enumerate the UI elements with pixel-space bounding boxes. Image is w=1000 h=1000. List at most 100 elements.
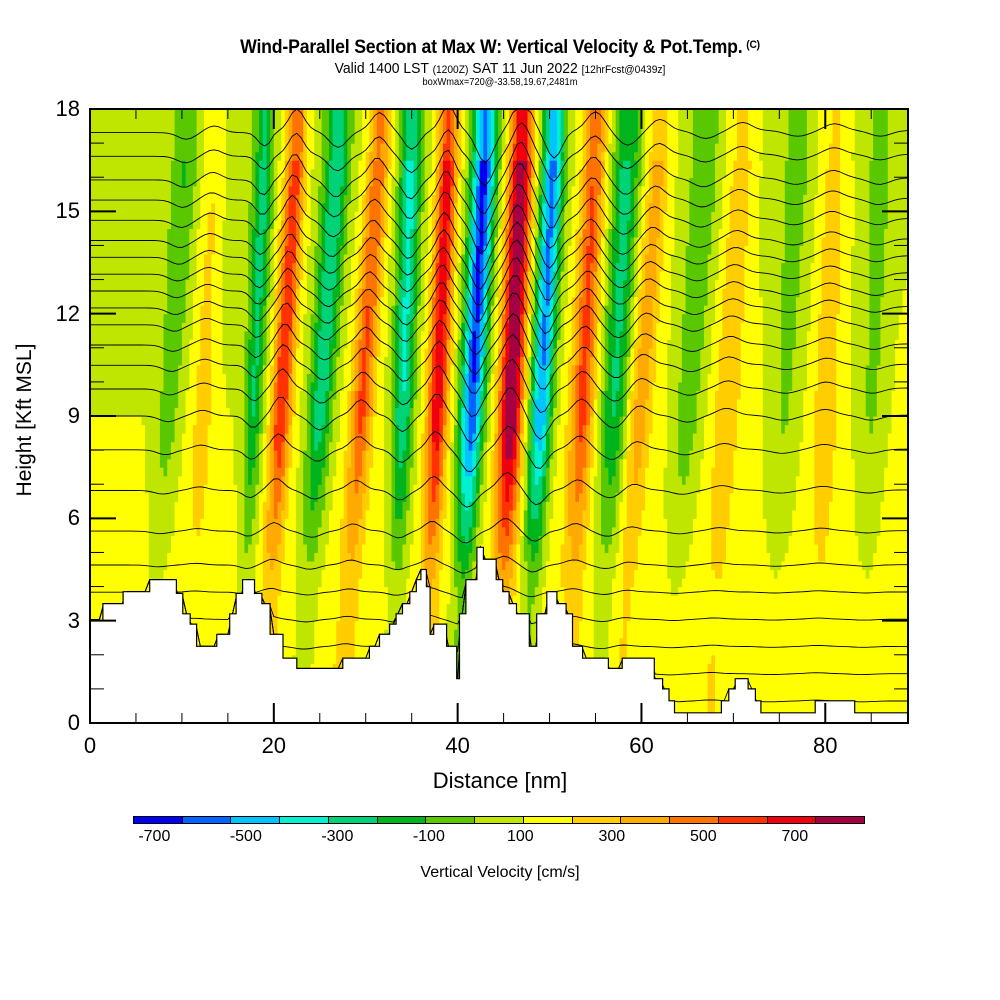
w-cell — [494, 211, 499, 221]
w-cell — [553, 322, 558, 332]
w-cell — [391, 228, 396, 238]
w-cell — [461, 313, 466, 323]
w-cell — [579, 202, 584, 212]
w-cell — [248, 458, 257, 468]
w-cell — [292, 654, 315, 664]
w-cell — [762, 450, 801, 460]
w-cell — [299, 330, 304, 340]
chart-title-text: Wind-Parallel Section at Max W: Vertical… — [240, 37, 743, 58]
w-cell — [509, 330, 521, 340]
w-cell — [295, 595, 319, 605]
w-cell — [479, 236, 484, 246]
w-cell — [306, 262, 315, 272]
w-cell — [520, 390, 525, 400]
w-cell — [593, 450, 598, 460]
w-cell — [189, 356, 201, 366]
w-cell — [329, 194, 341, 204]
w-cell — [593, 603, 613, 613]
w-cell — [612, 407, 617, 417]
w-cell — [604, 381, 609, 391]
w-cell — [865, 407, 878, 417]
w-cell — [340, 262, 345, 272]
w-cell — [468, 416, 477, 426]
w-cell — [185, 424, 194, 434]
w-cell — [90, 458, 146, 468]
w-cell — [450, 202, 455, 212]
w-cell — [887, 441, 909, 451]
w-cell — [420, 219, 429, 229]
w-cell — [564, 262, 569, 272]
w-cell — [542, 450, 547, 460]
w-cell — [560, 561, 587, 571]
w-cell — [564, 330, 573, 340]
w-cell — [446, 484, 451, 494]
w-cell — [248, 245, 253, 255]
w-cell — [255, 578, 264, 588]
w-cell — [479, 381, 484, 391]
w-cell — [696, 398, 709, 408]
w-cell — [402, 262, 407, 272]
w-cell — [542, 219, 547, 229]
w-cell — [648, 228, 661, 238]
w-cell — [604, 211, 609, 221]
w-cell — [192, 330, 201, 340]
w-cell — [545, 441, 551, 451]
w-cell — [575, 458, 587, 468]
w-cell — [534, 381, 540, 391]
w-cell — [369, 202, 381, 212]
w-cell — [435, 364, 444, 374]
w-cell — [251, 364, 257, 374]
w-cell — [601, 219, 606, 229]
w-cell — [597, 441, 602, 451]
w-cell — [531, 271, 536, 281]
w-cell — [715, 398, 738, 408]
w-cell — [575, 390, 580, 400]
w-cell — [579, 398, 587, 408]
w-cell — [590, 262, 598, 272]
w-cell — [696, 424, 705, 434]
w-cell — [351, 416, 356, 426]
w-cell — [545, 322, 551, 332]
w-cell — [593, 586, 613, 596]
w-cell — [542, 526, 547, 536]
w-cell — [428, 450, 433, 460]
w-cell — [424, 279, 429, 289]
w-cell — [270, 262, 275, 272]
w-cell — [623, 450, 628, 460]
w-cell — [163, 347, 183, 357]
w-cell — [358, 356, 363, 366]
w-cell — [457, 202, 462, 212]
w-cell — [821, 236, 841, 246]
w-cell — [586, 262, 591, 272]
w-cell — [347, 339, 352, 349]
w-cell — [762, 364, 782, 374]
w-cell — [619, 424, 624, 434]
w-cell — [648, 390, 654, 400]
w-cell — [582, 509, 591, 519]
w-cell — [292, 313, 297, 323]
w-cell — [365, 433, 370, 443]
w-cell — [512, 552, 518, 562]
w-cell — [556, 245, 562, 255]
w-cell — [306, 381, 312, 391]
w-cell — [505, 245, 510, 255]
w-cell — [358, 271, 363, 281]
w-cell — [479, 501, 484, 511]
w-cell — [571, 543, 580, 553]
w-cell — [325, 501, 334, 511]
w-cell — [299, 271, 304, 281]
w-cell — [527, 330, 532, 340]
w-cell — [406, 254, 411, 264]
w-cell — [472, 254, 477, 264]
w-cell — [189, 254, 198, 264]
w-cell — [880, 296, 904, 306]
w-cell — [715, 450, 734, 460]
w-cell — [428, 407, 433, 417]
w-cell — [711, 535, 727, 545]
w-cell — [439, 424, 444, 434]
w-cell — [310, 194, 319, 204]
w-cell — [597, 356, 602, 366]
w-cell — [667, 339, 683, 349]
w-cell — [255, 390, 260, 400]
w-cell — [222, 271, 249, 281]
